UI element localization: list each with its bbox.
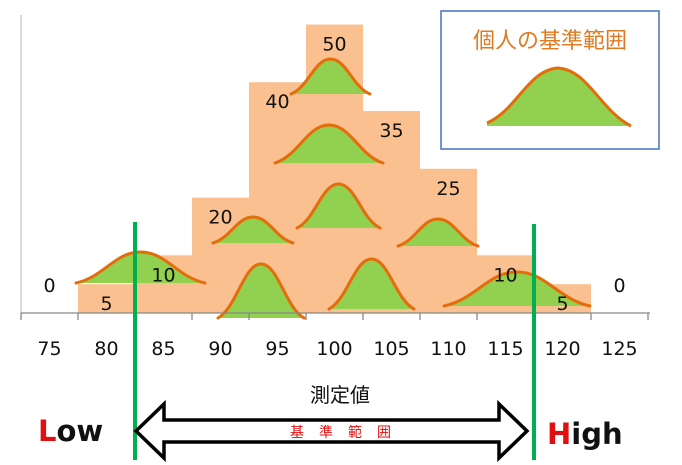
- data-label: 20: [208, 207, 232, 229]
- data-label: 0: [613, 275, 625, 297]
- bar: [78, 284, 135, 313]
- x-tick-label: 110: [430, 338, 466, 360]
- reference-curve: [76, 252, 205, 283]
- reference-curve-outline: [295, 182, 382, 230]
- data-label: 35: [379, 120, 403, 142]
- data-label: 40: [265, 91, 289, 113]
- x-tick-label: 95: [265, 338, 289, 360]
- reference-curve: [213, 217, 293, 243]
- x-ticks: [20, 313, 649, 320]
- legend-title: 個人の基準範囲: [473, 29, 627, 54]
- x-tick-labels: 75 80 85 90 95 100 105 110 115 120 125: [37, 338, 637, 360]
- high-label: High: [547, 417, 623, 451]
- legend-curve-outline: [486, 66, 632, 128]
- data-label: 10: [493, 264, 517, 286]
- x-tick-label: 75: [37, 338, 61, 360]
- reference-curve-outline: [396, 217, 480, 248]
- reference-curve-outline: [442, 270, 592, 308]
- reference-curve-outline: [211, 215, 295, 245]
- curves: [74, 57, 592, 320]
- reference-curve: [444, 272, 590, 306]
- x-tick-label: 125: [601, 338, 637, 360]
- reference-curve: [329, 259, 414, 309]
- data-label: 50: [322, 34, 346, 56]
- reference-curve: [275, 125, 383, 163]
- measured-value-label: 測定値: [310, 383, 370, 407]
- x-tick-label: 115: [487, 338, 523, 360]
- reference-curve: [297, 184, 380, 228]
- x-tick-label: 85: [151, 338, 175, 360]
- reference-curve-outline: [289, 57, 372, 96]
- low-label: Low: [38, 414, 103, 448]
- data-label: 10: [151, 264, 175, 286]
- legend-curve-icon: [487, 68, 631, 126]
- data-label: 0: [43, 275, 55, 297]
- reference-curve: [291, 59, 370, 94]
- data-label: 5: [100, 293, 112, 315]
- reference-curve: [218, 264, 304, 318]
- x-tick-label: 90: [208, 338, 232, 360]
- x-tick-label: 120: [544, 338, 580, 360]
- range-arrow: [133, 399, 530, 463]
- legend: 個人の基準範囲: [440, 10, 660, 150]
- x-tick-label: 100: [316, 338, 352, 360]
- data-label: 25: [436, 178, 460, 200]
- reference-range-label: 基準範囲: [290, 424, 406, 441]
- reference-curve-outline: [74, 250, 207, 285]
- data-label: 5: [556, 293, 568, 315]
- reference-curve: [398, 219, 478, 246]
- reference-curve-outline: [327, 257, 416, 311]
- x-tick-label: 105: [373, 338, 409, 360]
- reference-curve-outline: [273, 123, 385, 165]
- x-tick-label: 80: [94, 338, 118, 360]
- reference-curve-outline: [216, 262, 306, 320]
